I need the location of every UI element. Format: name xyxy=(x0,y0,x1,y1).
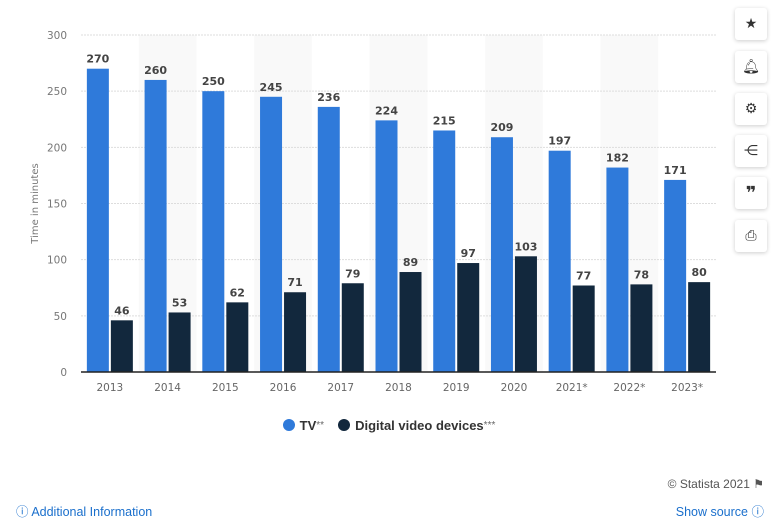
y-tick-label: 150 xyxy=(47,199,67,211)
data-label: 71 xyxy=(287,276,302,289)
print-button[interactable]: ⎙ xyxy=(735,220,767,252)
x-tick-label: 2014 xyxy=(154,382,181,394)
data-label: 78 xyxy=(634,268,649,281)
bar-digital-video-2022*[interactable] xyxy=(630,284,653,372)
data-label: 260 xyxy=(144,64,167,77)
x-tick-label: 2019 xyxy=(443,382,470,394)
data-label: 236 xyxy=(317,91,340,104)
info-icon: ⓘ xyxy=(751,505,764,519)
data-label: 77 xyxy=(576,270,591,283)
bar-digital-video-2021*[interactable] xyxy=(572,285,595,372)
flag-icon: ⚑ xyxy=(753,477,764,491)
y-tick-label: 0 xyxy=(60,367,67,379)
x-tick-label: 2023* xyxy=(671,382,703,394)
copyright[interactable]: © Statista 2021 ⚑ xyxy=(668,477,764,491)
gear-icon: ⚙ xyxy=(744,101,758,117)
data-label: 270 xyxy=(86,53,109,66)
show-source-text: Show source xyxy=(675,505,748,519)
y-tick-label: 250 xyxy=(47,86,67,98)
bar-tv-2021*[interactable] xyxy=(548,150,571,372)
x-tick-label: 2018 xyxy=(385,382,412,394)
legend-label-tv: TV xyxy=(299,418,317,433)
data-label: 182 xyxy=(606,152,629,165)
y-axis-title: Time in minutes xyxy=(30,163,41,244)
y-tick-label: 100 xyxy=(47,255,67,267)
data-label: 209 xyxy=(490,121,513,134)
bar-tv-2013[interactable] xyxy=(86,68,109,372)
bar-digital-video-2013[interactable] xyxy=(110,320,133,372)
bar-tv-2018[interactable] xyxy=(375,120,398,372)
legend: TV** Digital video devices*** xyxy=(0,418,778,433)
data-label: 46 xyxy=(114,304,130,317)
x-tick-label: 2015 xyxy=(212,382,239,394)
data-label: 250 xyxy=(202,75,225,88)
bar-tv-2016[interactable] xyxy=(260,96,283,373)
notification-button[interactable]: 🔔︎ xyxy=(735,51,767,83)
print-icon: ⎙ xyxy=(745,228,757,244)
legend-footnote-tv: ** xyxy=(316,420,325,431)
copyright-text: © Statista 2021 xyxy=(667,477,750,491)
x-tick-label: 2022* xyxy=(613,382,645,394)
x-tick-label: 2013 xyxy=(96,382,123,394)
data-label: 97 xyxy=(461,247,476,260)
x-tick-label: 2021* xyxy=(556,382,588,394)
bar-digital-video-2018[interactable] xyxy=(399,272,422,372)
bar-tv-2020[interactable] xyxy=(490,137,513,372)
settings-button[interactable]: ⚙ xyxy=(735,93,767,125)
legend-item-tv[interactable]: TV** xyxy=(282,418,325,433)
bar-tv-2019[interactable] xyxy=(433,130,456,372)
favorite-button[interactable]: ★ xyxy=(735,8,767,40)
data-label: 62 xyxy=(230,286,245,299)
x-tick-label: 2017 xyxy=(327,382,354,394)
bar-tv-2023*[interactable] xyxy=(664,179,687,372)
data-label: 53 xyxy=(172,296,187,309)
data-label: 171 xyxy=(664,164,687,177)
legend-label-dvd: Digital video devices xyxy=(355,418,484,433)
data-label: 80 xyxy=(691,266,707,279)
share-icon: ⋲ xyxy=(744,143,758,159)
star-icon: ★ xyxy=(744,16,758,32)
bar-digital-video-2014[interactable] xyxy=(168,312,191,372)
data-label: 215 xyxy=(433,114,456,127)
data-label: 224 xyxy=(375,104,398,117)
data-label: 197 xyxy=(548,135,571,148)
bell-icon: 🔔︎ xyxy=(742,59,760,75)
data-label: 89 xyxy=(403,256,418,269)
y-tick-label: 50 xyxy=(54,311,67,323)
bar-digital-video-2020[interactable] xyxy=(514,256,537,372)
legend-dot-dvd xyxy=(338,419,351,431)
show-source-link[interactable]: Show source ⓘ xyxy=(676,501,764,520)
bar-digital-video-2016[interactable] xyxy=(284,292,307,372)
legend-item-dvd[interactable]: Digital video devices*** xyxy=(338,418,495,433)
legend-footnote-dvd: *** xyxy=(483,420,496,431)
bar-digital-video-2015[interactable] xyxy=(226,302,249,372)
bar-tv-2015[interactable] xyxy=(202,91,225,373)
info-icon: ⓘ xyxy=(16,505,29,519)
legend-dot-tv xyxy=(282,419,295,431)
bar-digital-video-2017[interactable] xyxy=(341,283,364,372)
bar-tv-2022*[interactable] xyxy=(606,167,629,372)
x-tick-label: 2016 xyxy=(270,382,297,394)
bar-tv-2017[interactable] xyxy=(317,106,340,372)
x-tick-label: 2020 xyxy=(501,382,528,394)
share-button[interactable]: ⋲ xyxy=(735,135,767,167)
additional-information-text: Additional Information xyxy=(31,505,153,519)
data-label: 245 xyxy=(260,81,283,94)
y-tick-label: 200 xyxy=(47,142,67,154)
data-label: 79 xyxy=(345,267,360,280)
quote-icon: ❞ xyxy=(745,182,757,204)
additional-information-link[interactable]: ⓘ Additional Information xyxy=(16,501,152,520)
bar-digital-video-2023*[interactable] xyxy=(688,282,711,372)
bar-tv-2014[interactable] xyxy=(144,79,167,372)
bar-chart: 0 50 100 150 200 250 300 Time in minutes 270 46 20… xyxy=(30,30,716,394)
data-label: 103 xyxy=(514,240,537,253)
bar-digital-video-2019[interactable] xyxy=(457,263,480,372)
y-tick-label: 300 xyxy=(47,30,67,42)
cite-button[interactable]: ❞ xyxy=(735,177,767,209)
